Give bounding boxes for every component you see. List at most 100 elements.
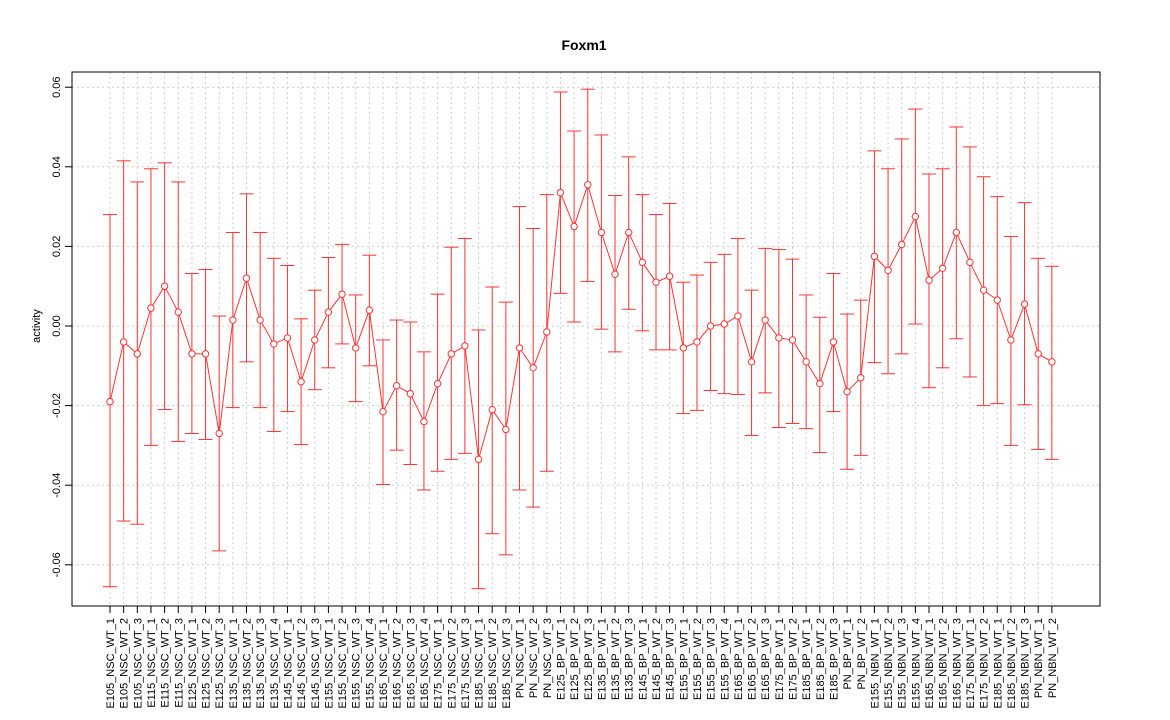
- data-point: [693, 338, 701, 346]
- data-point: [652, 278, 660, 286]
- series-layer: [103, 88, 1059, 590]
- data-point: [734, 312, 742, 320]
- x-tick-label: E135_NSC_WT_3: [255, 618, 267, 709]
- x-tick-label: PN_NSC_WT_2: [528, 618, 540, 698]
- x-tick-label: E165_NSC_WT_3: [405, 618, 417, 709]
- data-point: [665, 272, 674, 280]
- x-tick-label: E155_BP_WT_4: [719, 618, 731, 700]
- x-tick-label: E185_NBN_WT_3: [1020, 618, 1032, 709]
- x-tick-label: E175_NBN_WT_2: [979, 618, 991, 709]
- x-tick-label: E185_NSC_WT_3: [501, 618, 513, 709]
- x-tick-label: E125_BP_WT_2: [569, 618, 581, 700]
- data-point: [174, 308, 182, 316]
- x-tick-label: E115_NSC_WT_1: [146, 618, 158, 708]
- x-tick-label: E165_NSC_WT_2: [392, 618, 404, 709]
- y-axis: -0.06 -0.04 -0.02 0.00 0.02 0.04 0.06: [51, 76, 72, 577]
- data-point: [229, 316, 237, 324]
- x-tick-label: E175_NSC_WT_3: [460, 618, 472, 709]
- data-point: [720, 320, 728, 328]
- x-tick-label: E155_NSC_WT_1: [323, 618, 335, 709]
- data-point: [625, 228, 633, 237]
- x-tick-label: E155_NBN_WT_4: [910, 618, 922, 709]
- x-tick-label: E125_NSC_WT_3: [214, 618, 226, 709]
- data-point: [788, 336, 797, 344]
- x-tick-label: E155_NBN_WT_1: [869, 618, 881, 709]
- data-point: [816, 380, 824, 388]
- x-tick-label: E145_BP_WT_3: [665, 618, 677, 700]
- x-tick-label: E105_NSC_WT_1: [105, 618, 117, 709]
- x-tick-label: E155_NSC_WT_3: [351, 618, 363, 709]
- data-point: [433, 380, 442, 388]
- y-axis-label: activity: [31, 309, 43, 343]
- data-point: [543, 328, 551, 336]
- x-tick-label: E185_BP_WT_3: [828, 618, 840, 700]
- data-point: [160, 282, 169, 290]
- grid-layer: [72, 72, 1100, 606]
- x-tick-label: E175_BP_WT_2: [788, 618, 800, 700]
- x-tick-label: E155_NSC_WT_2: [337, 618, 349, 709]
- x-tick-label: E145_NSC_WT_3: [310, 618, 322, 709]
- x-tick-label: E125_BP_WT_3: [583, 618, 595, 700]
- data-point: [802, 358, 810, 366]
- y-tick-label: -0.06: [51, 552, 63, 577]
- data-point: [283, 334, 292, 342]
- data-point: [857, 374, 865, 382]
- data-point: [952, 228, 960, 237]
- data-point: [584, 181, 592, 189]
- x-tick-label: PN_NBN_WT_2: [1047, 618, 1059, 698]
- data-point: [679, 344, 687, 352]
- data-point: [1020, 300, 1029, 308]
- data-point: [311, 336, 319, 344]
- x-tick-label: E175_NSC_WT_1: [433, 618, 445, 709]
- data-point: [925, 276, 933, 284]
- x-tick-label: E135_BP_WT_3: [624, 618, 636, 700]
- x-tick-label: E145_NSC_WT_1: [282, 618, 294, 709]
- data-point: [966, 258, 974, 267]
- x-tick-label: PN_BP_WT_2: [856, 618, 868, 690]
- x-tick-label: E175_BP_WT_1: [774, 618, 786, 700]
- x-tick-label: E165_NSC_WT_1: [378, 618, 390, 709]
- x-tick-label: E115_NSC_WT_3: [173, 618, 185, 708]
- data-point: [352, 344, 360, 352]
- y-tick-label: 0.00: [51, 315, 63, 336]
- data-point: [556, 188, 565, 197]
- data-point: [406, 389, 414, 398]
- data-point: [1034, 350, 1042, 358]
- plot-frame: [71, 71, 1101, 607]
- x-tick-label: E175_NSC_WT_2: [446, 618, 458, 709]
- data-point: [447, 350, 455, 358]
- x-tick-label: E185_BP_WT_1: [801, 618, 813, 700]
- data-point: [829, 338, 838, 346]
- data-point: [188, 350, 196, 358]
- x-tick-label: E155_NSC_WT_4: [364, 618, 376, 709]
- data-point: [379, 407, 387, 416]
- y-tick-label: 0.04: [51, 156, 63, 177]
- data-point: [611, 270, 619, 278]
- data-point: [884, 266, 892, 274]
- data-point: [488, 405, 496, 414]
- x-tick-label: E165_BP_WT_1: [733, 618, 745, 700]
- data-point: [106, 397, 114, 406]
- x-tick-label: E125_NSC_WT_1: [187, 618, 199, 709]
- x-tick-label: PN_NSC_WT_1: [515, 618, 527, 698]
- data-point: [392, 382, 401, 390]
- x-tick-label: E155_BP_WT_1: [678, 618, 690, 700]
- x-tick-label: E125_BP_WT_1: [555, 618, 567, 700]
- data-point: [147, 304, 155, 312]
- x-tick-label: E165_BP_WT_2: [747, 618, 759, 700]
- data-point: [775, 334, 783, 342]
- data-point: [979, 286, 988, 294]
- x-tick-label: E105_NSC_WT_2: [119, 618, 131, 709]
- x-tick-label: E135_NSC_WT_2: [242, 618, 254, 709]
- x-axis: E105_NSC_WT_1 E105_NSC_WT_2 E105_NSC_WT_3 E…: [105, 606, 1059, 709]
- x-tick-label: E165_NBN_WT_3: [951, 618, 963, 709]
- data-point: [270, 340, 278, 348]
- data-point: [1048, 358, 1056, 366]
- x-tick-label: E155_NBN_WT_2: [883, 618, 895, 709]
- data-point: [638, 258, 647, 267]
- x-tick-label: E115_NSC_WT_2: [160, 618, 172, 708]
- x-tick-label: E105_NSC_WT_3: [132, 618, 144, 709]
- data-point: [474, 455, 483, 464]
- data-point: [706, 322, 715, 330]
- data-point: [215, 429, 223, 438]
